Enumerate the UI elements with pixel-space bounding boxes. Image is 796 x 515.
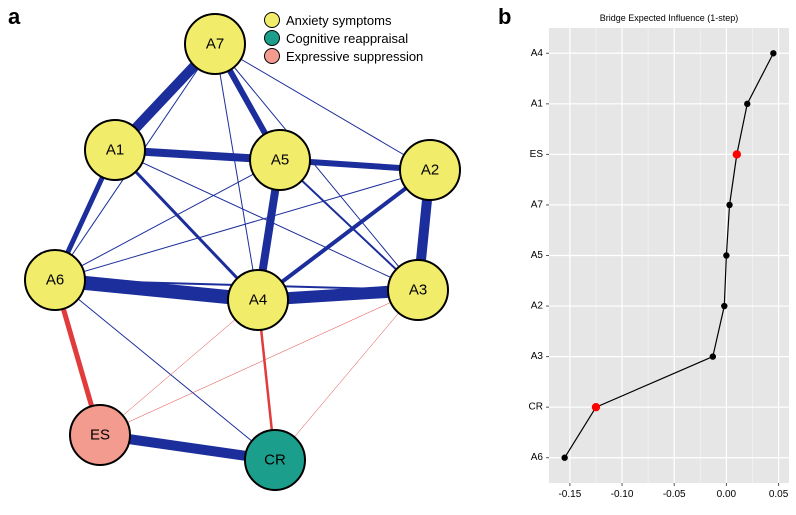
y-tick-label: A7 bbox=[531, 199, 544, 210]
x-tick-label: 0.00 bbox=[717, 489, 737, 500]
y-tick-label: A4 bbox=[531, 48, 544, 59]
edge bbox=[55, 170, 430, 280]
y-tick-label: A5 bbox=[531, 250, 544, 261]
chart-title: Bridge Expected Influence (1-step) bbox=[600, 13, 739, 23]
node-label: CR bbox=[264, 452, 286, 469]
node-label: A2 bbox=[421, 162, 439, 179]
y-tick-label: A6 bbox=[531, 452, 544, 463]
data-point bbox=[561, 455, 567, 461]
y-tick-label: CR bbox=[529, 402, 543, 413]
edge bbox=[275, 290, 418, 460]
network-nodes: A7 A1 A5 A2 A6 A4 A3 ES CR bbox=[25, 14, 460, 490]
edge bbox=[100, 300, 258, 435]
node-label: A5 bbox=[271, 152, 289, 169]
x-tick-label: -0.10 bbox=[611, 489, 634, 500]
data-point bbox=[721, 303, 727, 309]
node-label: A1 bbox=[106, 142, 124, 159]
data-point bbox=[710, 353, 716, 359]
y-tick-label: A3 bbox=[531, 351, 544, 362]
x-tick-label: -0.05 bbox=[663, 489, 686, 500]
edge bbox=[55, 160, 280, 280]
data-point bbox=[726, 202, 732, 208]
node-label: ES bbox=[90, 427, 110, 444]
data-point bbox=[770, 50, 776, 56]
data-point bbox=[744, 101, 750, 107]
node-label: A7 bbox=[206, 36, 224, 53]
network-edges bbox=[55, 44, 430, 460]
x-tick-label: -0.15 bbox=[558, 489, 581, 500]
x-tick-label: 0.05 bbox=[769, 489, 789, 500]
data-point bbox=[723, 252, 729, 258]
data-point bbox=[733, 150, 741, 158]
network-panel: A7 A1 A5 A2 A6 A4 A3 ES CR bbox=[0, 0, 500, 515]
y-tick-label: ES bbox=[530, 149, 544, 160]
figure: a b Anxiety symptoms Cognitive reapprais… bbox=[0, 0, 796, 515]
node-label: A3 bbox=[409, 282, 427, 299]
panel-label-b: b bbox=[498, 4, 511, 30]
node-label: A6 bbox=[46, 272, 64, 289]
y-tick-label: A1 bbox=[531, 98, 544, 109]
bridge-influence-chart: Bridge Expected Influence (1-step) A4 A1 ES… bbox=[514, 10, 794, 510]
y-tick-label: A2 bbox=[531, 301, 544, 312]
node-label: A4 bbox=[249, 292, 267, 309]
data-point bbox=[592, 403, 600, 411]
